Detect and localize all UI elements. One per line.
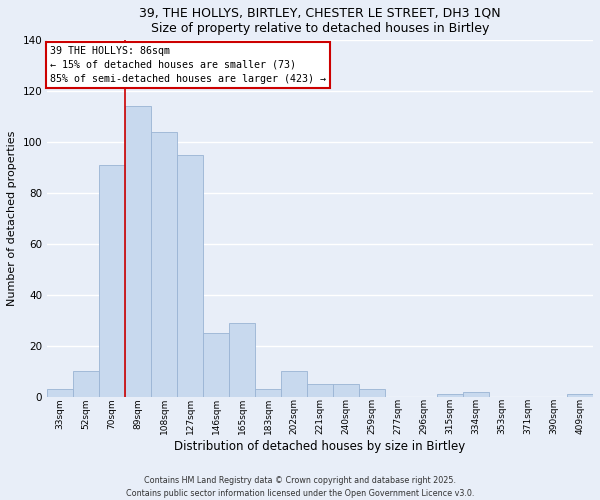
Bar [359,389,385,396]
Bar [333,384,359,396]
X-axis label: Distribution of detached houses by size in Birtley: Distribution of detached houses by size … [175,440,466,453]
Bar [125,106,151,397]
Bar [47,389,73,396]
Text: Contains HM Land Registry data © Crown copyright and database right 2025.
Contai: Contains HM Land Registry data © Crown c… [126,476,474,498]
Bar [567,394,593,396]
Bar [307,384,333,396]
Title: 39, THE HOLLYS, BIRTLEY, CHESTER LE STREET, DH3 1QN
Size of property relative to: 39, THE HOLLYS, BIRTLEY, CHESTER LE STRE… [139,7,501,35]
Bar [99,165,125,396]
Bar [281,372,307,396]
Bar [437,394,463,396]
Bar [73,372,99,396]
Y-axis label: Number of detached properties: Number of detached properties [7,131,17,306]
Text: 39 THE HOLLYS: 86sqm
← 15% of detached houses are smaller (73)
85% of semi-detac: 39 THE HOLLYS: 86sqm ← 15% of detached h… [50,46,326,84]
Bar [255,389,281,396]
Bar [203,333,229,396]
Bar [229,323,255,396]
Bar [463,392,489,396]
Bar [151,132,177,396]
Bar [177,155,203,396]
